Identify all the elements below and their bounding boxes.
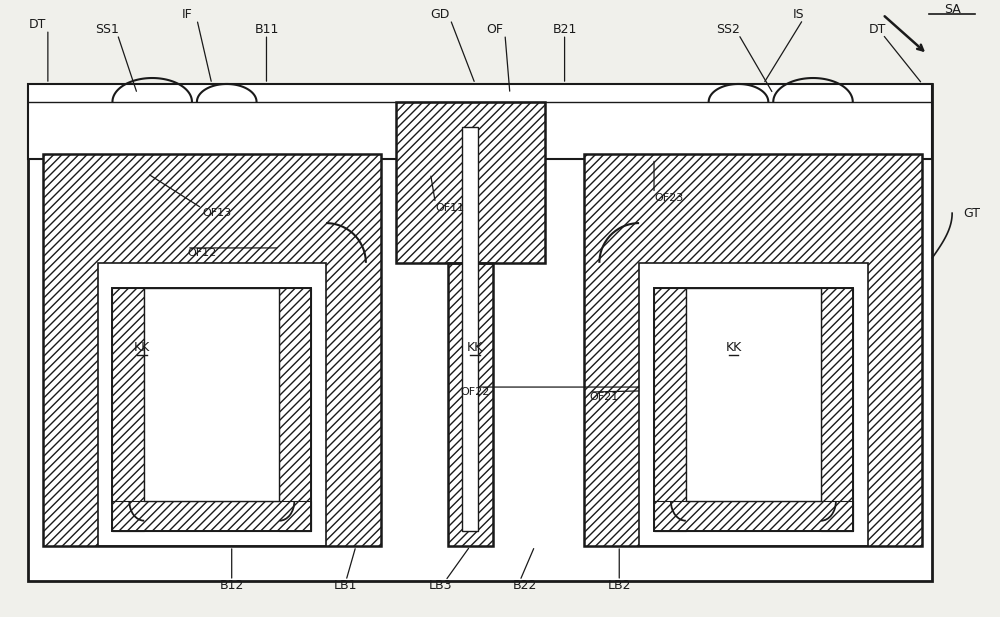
Bar <box>112 288 311 531</box>
Bar <box>639 263 868 546</box>
Text: DT: DT <box>29 18 47 31</box>
Bar <box>821 288 853 531</box>
Text: OF11: OF11 <box>435 203 465 213</box>
Bar <box>462 126 478 531</box>
Text: IS: IS <box>792 8 804 21</box>
Text: DT: DT <box>869 23 886 36</box>
Text: SA: SA <box>944 3 961 16</box>
Text: IF: IF <box>182 8 192 21</box>
Text: KK: KK <box>467 341 483 354</box>
Bar <box>686 288 821 502</box>
Text: OF12: OF12 <box>187 248 216 258</box>
Text: KK: KK <box>134 341 150 354</box>
Text: OF: OF <box>487 23 504 36</box>
Bar <box>396 102 545 263</box>
Text: B21: B21 <box>552 23 577 36</box>
Bar <box>654 502 853 531</box>
Text: SS1: SS1 <box>96 23 119 36</box>
Text: GT: GT <box>964 207 981 220</box>
Bar <box>584 154 922 546</box>
Bar <box>654 288 853 531</box>
Bar <box>279 288 311 531</box>
Text: B11: B11 <box>254 23 279 36</box>
Bar <box>98 263 326 546</box>
Bar <box>396 102 545 263</box>
Bar <box>654 288 686 531</box>
Text: OF23: OF23 <box>654 193 683 203</box>
Text: LB3: LB3 <box>429 579 452 592</box>
Bar <box>584 154 922 546</box>
Bar <box>448 263 493 546</box>
Text: OF21: OF21 <box>589 392 619 402</box>
Text: LB2: LB2 <box>607 579 631 592</box>
Bar <box>112 288 144 531</box>
Bar <box>43 154 381 546</box>
Text: OF22: OF22 <box>460 387 490 397</box>
Bar <box>28 84 932 159</box>
Text: OF13: OF13 <box>202 208 231 218</box>
Text: SS2: SS2 <box>717 23 740 36</box>
Text: LB1: LB1 <box>334 579 358 592</box>
Text: B22: B22 <box>513 579 537 592</box>
Bar <box>43 154 381 546</box>
Bar <box>28 84 932 581</box>
Text: KK: KK <box>725 341 742 354</box>
Bar <box>112 502 311 531</box>
Text: GD: GD <box>431 8 450 21</box>
Text: B12: B12 <box>220 579 244 592</box>
Bar <box>448 263 493 546</box>
Bar <box>144 288 279 502</box>
